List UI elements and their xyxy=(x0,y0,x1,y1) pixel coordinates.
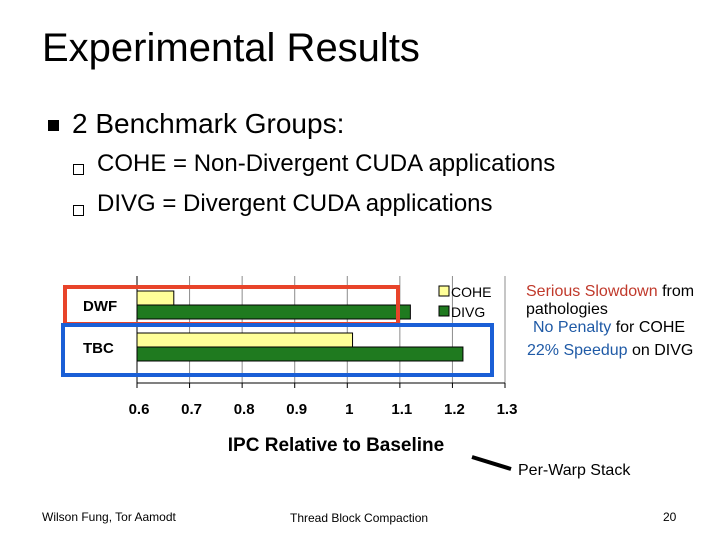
legend-label-divg: DIVG xyxy=(451,304,485,320)
x-tick-label: 0.6 xyxy=(129,401,150,418)
x-axis-label: IPC Relative to Baseline xyxy=(228,435,444,456)
legend-swatch-divg xyxy=(438,305,450,317)
bar-dwf-cohe xyxy=(136,290,175,306)
tbc-annotation-line2: 22% Speedup on DIVG xyxy=(527,342,693,360)
dwf-annotation-emphasis: Serious Slowdown xyxy=(526,283,658,300)
tbc-annotation-line1: No Penalty for COHE xyxy=(533,319,685,337)
category-label-dwf: DWF xyxy=(83,298,117,315)
tbc-annotation-rest-2: on DIVG xyxy=(627,342,694,359)
page-number: 20 xyxy=(663,510,677,524)
legend-label-cohe: COHE xyxy=(451,284,491,300)
tbc-annotation-rest: for COHE xyxy=(611,319,686,336)
bar-tbc-cohe xyxy=(136,332,354,348)
footer-authors: Wilson Fung, Tor Aamodt xyxy=(42,510,176,524)
dwf-annotation-line1: Serious Slowdown from xyxy=(526,283,694,301)
x-tick-label: 0.7 xyxy=(181,401,202,418)
bullet-marker xyxy=(48,120,59,131)
tbc-annotation-emphasis-2: 22% Speedup xyxy=(527,342,628,359)
bar-tbc-divg xyxy=(136,346,464,362)
category-label-tbc: TBC xyxy=(83,340,114,357)
sub-bullet-divg: DIVG = Divergent CUDA applications xyxy=(97,190,493,217)
legend-swatch-cohe xyxy=(438,285,450,297)
per-warp-stack-label: Per-Warp Stack xyxy=(518,462,631,479)
sub-bullet-marker xyxy=(73,205,84,216)
dwf-annotation-line2: pathologies xyxy=(526,301,608,318)
tbc-annotation-emphasis: No Penalty xyxy=(533,319,612,336)
bar-dwf-divg xyxy=(136,304,411,320)
x-tick-label: 0.8 xyxy=(234,401,255,418)
x-tick-label: 1.1 xyxy=(391,401,412,418)
x-tick-label: 1 xyxy=(345,401,353,418)
dwf-annotation-rest: from xyxy=(657,283,695,300)
sub-bullet-marker xyxy=(73,164,84,175)
sub-bullet-cohe: COHE = Non-Divergent CUDA applications xyxy=(97,150,556,177)
slide-title: Experimental Results xyxy=(42,26,420,70)
x-tick-label: 1.3 xyxy=(497,401,518,418)
x-tick-label: 0.9 xyxy=(286,401,307,418)
bullet-text: 2 Benchmark Groups: xyxy=(72,108,345,139)
tbc-highlight-box xyxy=(61,323,494,377)
per-warp-pointer-line xyxy=(471,455,512,471)
footer-title: Thread Block Compaction xyxy=(290,511,429,525)
x-tick-label: 1.2 xyxy=(444,401,465,418)
